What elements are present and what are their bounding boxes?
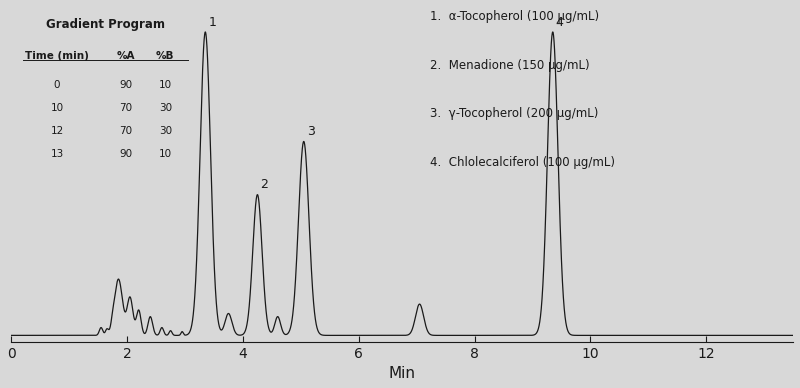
Text: 2: 2 xyxy=(260,178,268,192)
Text: 1.  α-Tocopherol (100 μg/mL): 1. α-Tocopherol (100 μg/mL) xyxy=(430,10,598,23)
Text: 1: 1 xyxy=(208,16,216,29)
Text: 4.  Chlolecalciferol (100 μg/mL): 4. Chlolecalciferol (100 μg/mL) xyxy=(430,156,614,169)
Text: 3.  γ-Tocopherol (200 μg/mL): 3. γ-Tocopherol (200 μg/mL) xyxy=(430,107,598,120)
Text: 2.  Menadione (150 μg/mL): 2. Menadione (150 μg/mL) xyxy=(430,59,589,72)
X-axis label: Min: Min xyxy=(389,366,416,381)
Text: 4: 4 xyxy=(556,16,563,29)
Text: 3: 3 xyxy=(306,125,314,138)
